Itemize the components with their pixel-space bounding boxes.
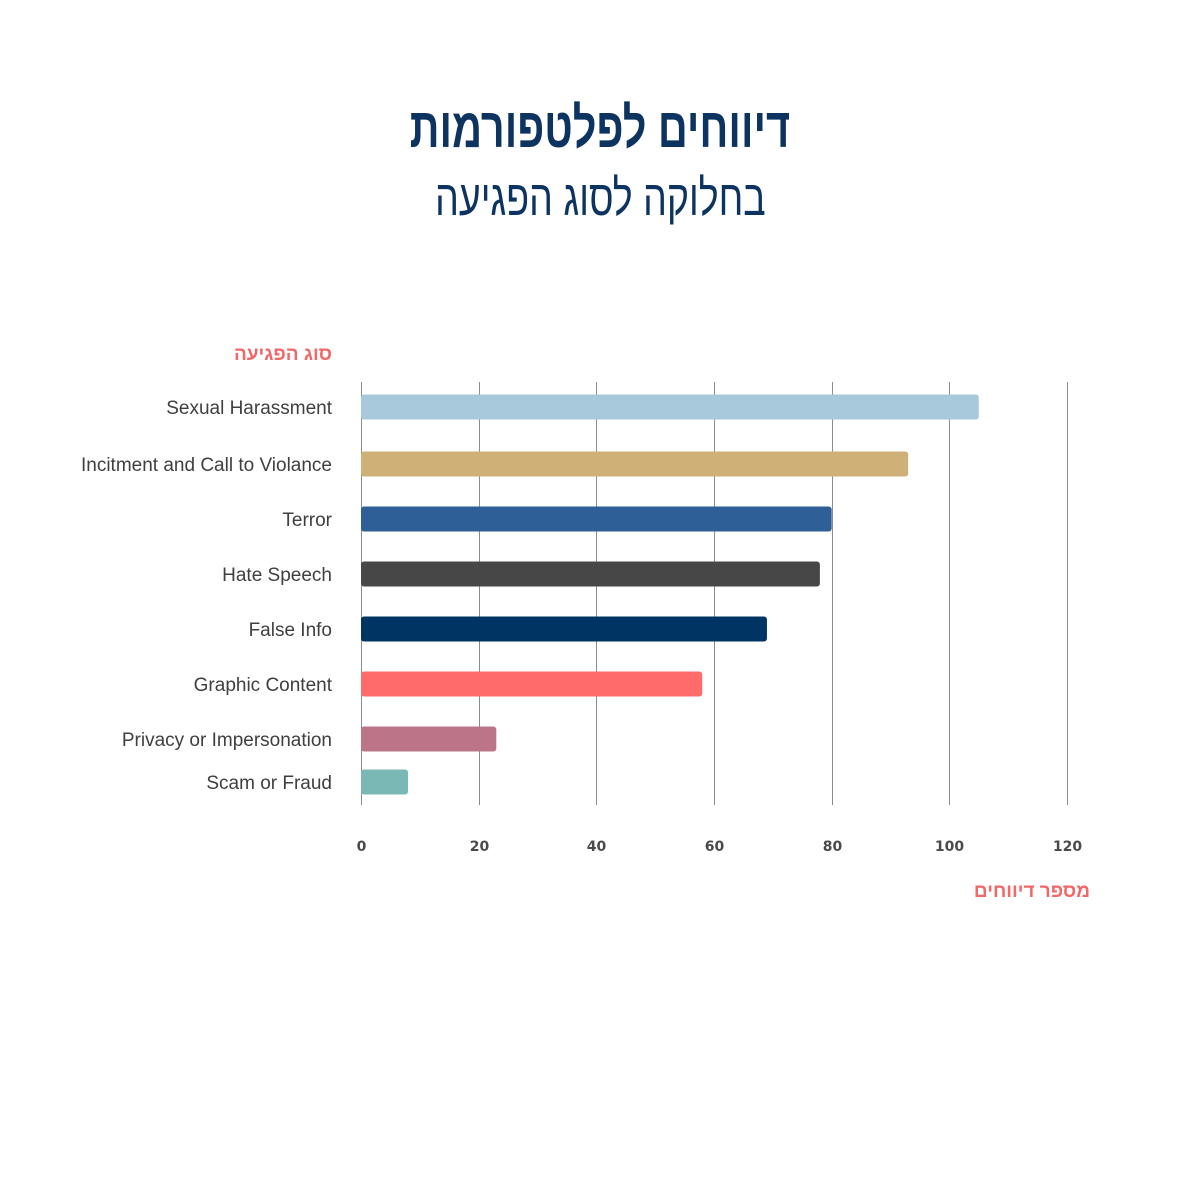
category-label: Incitment and Call to Violance — [81, 455, 332, 476]
x-tick-label: 20 — [470, 839, 490, 855]
bar — [361, 506, 832, 532]
x-tick-labels: 0 20 40 60 80 100 120 — [357, 839, 1083, 855]
chart-subtitle: בחלוקה לסוג הפגיעה — [434, 170, 766, 226]
bars — [361, 394, 979, 795]
category-label: Terror — [282, 510, 332, 531]
chart-title: דיווחים לפלטפורמות — [409, 96, 791, 159]
x-tick-label: 120 — [1053, 839, 1082, 855]
category-label: Hate Speech — [222, 565, 332, 586]
category-label: Sexual Harassment — [166, 398, 333, 419]
y-axis-title: סוג הפגיעה — [233, 344, 332, 365]
category-label: Privacy or Impersonation — [122, 730, 332, 751]
category-label: Graphic Content — [194, 675, 333, 696]
bar — [361, 394, 979, 420]
chart-subtitle-container: בחלוקה לסוג הפגיעה — [0, 164, 1200, 232]
category-label: False Info — [249, 620, 332, 641]
bar — [361, 561, 820, 587]
x-tick-label: 100 — [935, 839, 964, 855]
x-axis-title: מספר דיווחים — [973, 881, 1090, 902]
bar — [361, 726, 497, 752]
category-label: Scam or Fraud — [206, 773, 332, 794]
x-tick-label: 60 — [705, 839, 725, 855]
category-labels: Sexual Harassment Incitment and Call to V… — [81, 398, 333, 794]
bar — [361, 769, 409, 795]
x-tick-label: 40 — [587, 839, 607, 855]
bar — [361, 616, 767, 642]
x-tick-label: 80 — [823, 839, 843, 855]
bar — [361, 451, 909, 477]
bar — [361, 671, 703, 697]
chart-title-container: דיווחים לפלטפורמות — [0, 92, 1200, 164]
x-tick-label: 0 — [357, 839, 367, 855]
